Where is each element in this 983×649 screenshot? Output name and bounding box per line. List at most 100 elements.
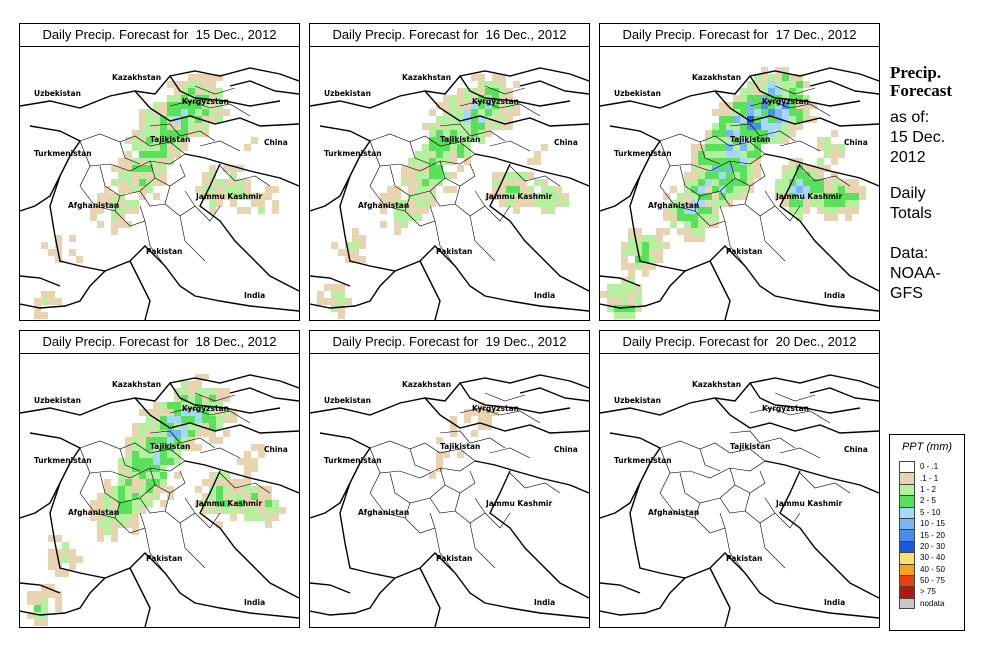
country-borders (600, 67, 879, 320)
as-of-text: as of: 15 Dec. 2012 (890, 108, 980, 168)
map-label-tajikistan: Tajikistan (440, 135, 480, 144)
legend-swatch (899, 540, 915, 553)
legend-swatch (899, 597, 915, 610)
legend-item: 15 - 20 (899, 529, 945, 541)
map-label-tajikistan: Tajikistan (150, 442, 190, 451)
country-borders (600, 374, 879, 627)
as-of-line2: 15 Dec. (890, 129, 946, 146)
map-label-india: India (824, 291, 845, 300)
map-label-kazakhstan: Kazakhstan (402, 380, 451, 389)
legend-swatch (899, 506, 915, 518)
map-label-uzbekistan: Uzbekistan (34, 396, 81, 405)
legend-swatch (899, 586, 915, 598)
map-label-turkmenistan: Turkmenistan (34, 456, 92, 465)
forecast-panel-20-dec: Daily Precip. Forecast for 20 Dec., 2012 (599, 330, 880, 628)
map-label-china: China (844, 445, 868, 454)
map-label-kyrgyzstan: Kyrgyzstan (182, 97, 229, 106)
legend-swatch (899, 552, 915, 564)
panel-title: Daily Precip. Forecast for 20 Dec., 2012 (600, 331, 879, 354)
map-svg: Kazakhstan Uzbekistan Kyrgyzstan Tajikis… (600, 67, 879, 320)
panel-title: Daily Precip. Forecast for 17 Dec., 2012 (600, 24, 879, 47)
legend-swatch (899, 529, 915, 541)
map-label-india: India (534, 291, 555, 300)
map-label-china: China (554, 138, 578, 147)
map-label-afghanistan: Afghanistan (648, 201, 699, 210)
forecast-panel-17-dec: Daily Precip. Forecast for 17 Dec., 2012 (599, 23, 880, 321)
map-label-kyrgyzstan: Kyrgyzstan (472, 404, 519, 413)
map-label-jammu-kashmir: Jammu Kashmir (485, 499, 552, 508)
legend-label: 2 - 5 (920, 496, 937, 506)
map-label-jammu-kashmir: Jammu Kashmir (775, 499, 842, 508)
map-label-pakistan: Pakistan (146, 247, 182, 256)
map-svg: Kazakhstan Uzbekistan Kyrgyzstan Tajikis… (600, 374, 879, 627)
legend-label: 1 - 2 (920, 484, 937, 494)
province-borders (369, 85, 561, 267)
map-label-tajikistan: Tajikistan (730, 135, 770, 144)
map-label-india: India (824, 598, 845, 607)
map-label-jammu-kashmir: Jammu Kashmir (195, 499, 262, 508)
legend-item: 5 - 10 (899, 506, 945, 518)
map-label-turkmenistan: Turkmenistan (324, 456, 382, 465)
legend-label: > 75 (920, 587, 936, 597)
country-borders (310, 374, 589, 627)
map-label-turkmenistan: Turkmenistan (324, 149, 382, 158)
legend-item: nodata (899, 597, 945, 610)
legend-item: 1 - 2 (899, 483, 945, 496)
legend-swatch (899, 563, 915, 575)
map-label-pakistan: Pakistan (726, 554, 762, 563)
map-label-india: India (244, 291, 265, 300)
legend-swatch (899, 472, 915, 484)
map-svg: Kazakhstan Uzbekistan Kyrgyzstan Tajikis… (310, 67, 589, 320)
map-label-jammu-kashmir: Jammu Kashmir (775, 192, 842, 201)
map-label-pakistan: Pakistan (436, 554, 472, 563)
panel-title: Daily Precip. Forecast for 18 Dec., 2012 (20, 331, 299, 354)
legend-item: 30 - 40 (899, 552, 945, 564)
legend-label: 15 - 20 (920, 530, 945, 540)
map-label-kyrgyzstan: Kyrgyzstan (472, 97, 519, 106)
map-label-kazakhstan: Kazakhstan (692, 380, 741, 389)
map-label-kyrgyzstan: Kyrgyzstan (182, 404, 229, 413)
side-title-line2: Forecast (890, 81, 952, 100)
country-labels: Kazakhstan Uzbekistan Kyrgyzstan Tajikis… (34, 380, 288, 607)
map-label-afghanistan: Afghanistan (648, 508, 699, 517)
map-label-kyrgyzstan: Kyrgyzstan (762, 97, 809, 106)
legend-swatch (899, 574, 915, 587)
map-label-tajikistan: Tajikistan (730, 442, 770, 451)
legend-label: 20 - 30 (920, 541, 945, 551)
panel-title: Daily Precip. Forecast for 19 Dec., 2012 (310, 331, 589, 354)
legend-label: nodata (920, 598, 945, 608)
legend-swatch (899, 517, 915, 530)
map-label-kazakhstan: Kazakhstan (112, 73, 161, 82)
legend-item: 0 - .1 (899, 461, 945, 473)
legend-item: 20 - 30 (899, 540, 945, 553)
totals-line2: Totals (890, 205, 932, 222)
country-borders (20, 374, 299, 627)
map-label-uzbekistan: Uzbekistan (324, 89, 371, 98)
legend-item: 40 - 50 (899, 563, 945, 575)
map-label-china: China (554, 445, 578, 454)
map-label-jammu-kashmir: Jammu Kashmir (195, 192, 262, 201)
legend-label: 50 - 75 (920, 576, 945, 586)
legend-item: .1 - 1 (899, 472, 945, 484)
map-label-tajikistan: Tajikistan (150, 135, 190, 144)
forecast-panel-16-dec: Daily Precip. Forecast for 16 Dec., 2012 (309, 23, 590, 321)
legend-label: 0 - .1 (920, 462, 939, 472)
legend-swatch (899, 495, 915, 507)
map-svg: Kazakhstan Uzbekistan Kyrgyzstan Tajikis… (310, 374, 589, 627)
map-label-afghanistan: Afghanistan (358, 508, 409, 517)
map-label-afghanistan: Afghanistan (358, 201, 409, 210)
province-borders (659, 392, 851, 574)
legend-item: 10 - 15 (899, 517, 945, 530)
legend-label: 30 - 40 (920, 553, 945, 563)
legend-item: 2 - 5 (899, 495, 945, 507)
map-label-kazakhstan: Kazakhstan (402, 73, 451, 82)
legend-item: > 75 (899, 586, 945, 598)
legend-title: PPT (mm) (901, 441, 953, 453)
side-title-line1: Precip. (890, 63, 942, 82)
legend-label: .1 - 1 (920, 473, 939, 483)
country-labels: Kazakhstan Uzbekistan Kyrgyzstan Tajikis… (614, 380, 868, 607)
map-svg: Kazakhstan Uzbekistan Kyrgyzstan Tajikis… (20, 67, 299, 320)
source-line3: GFS (890, 285, 923, 302)
source-line1: Data: (890, 245, 929, 262)
